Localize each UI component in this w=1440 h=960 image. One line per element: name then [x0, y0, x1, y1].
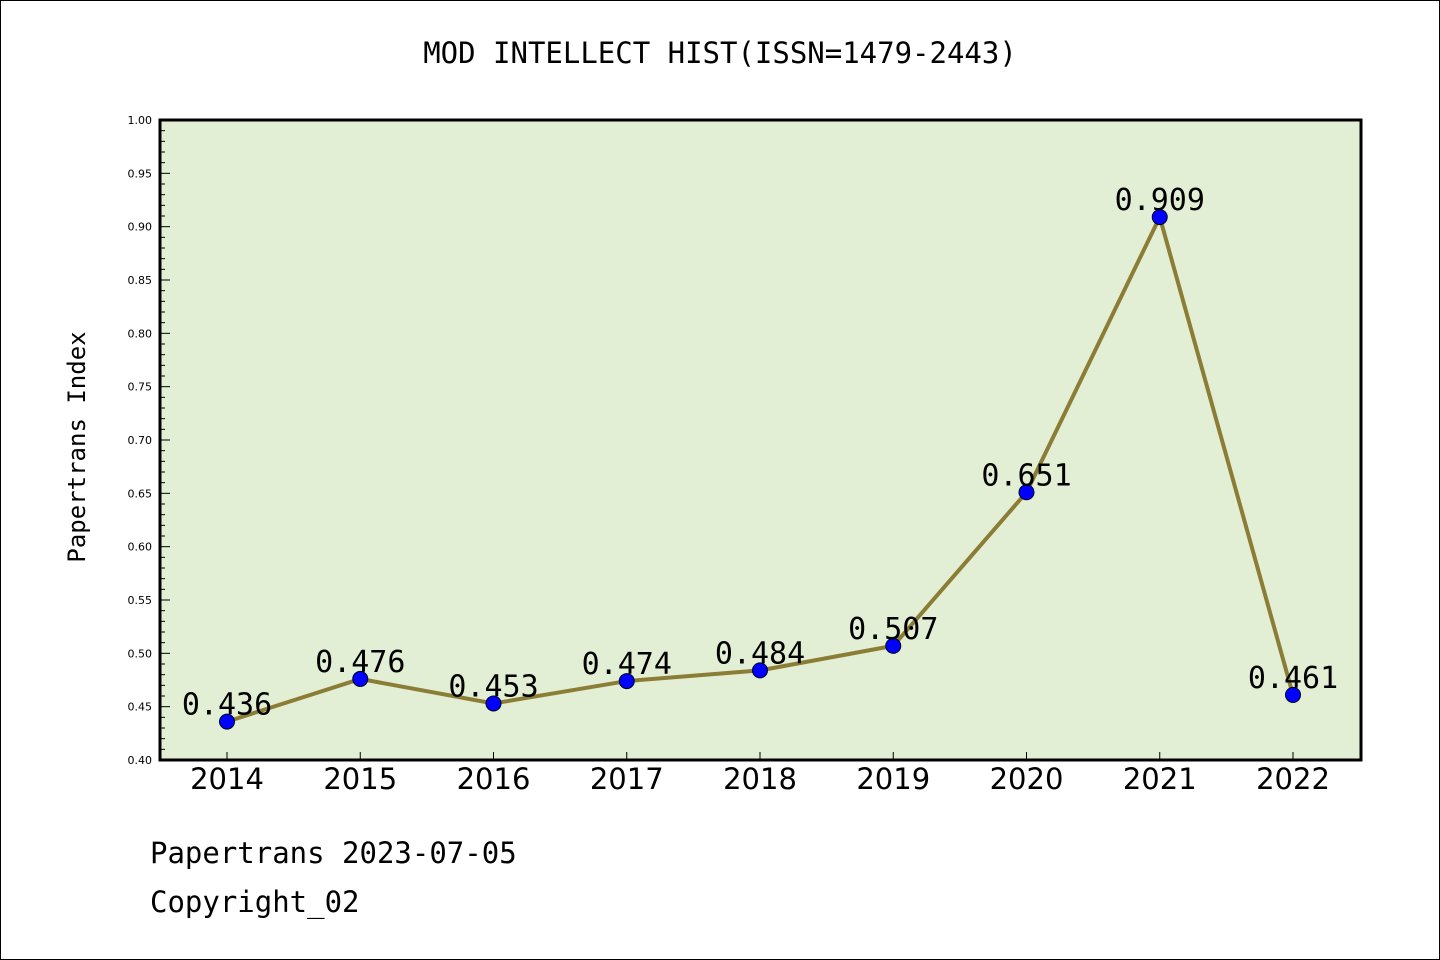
x-tick-label: 2021 — [1123, 762, 1197, 796]
x-tick-label: 2022 — [1256, 762, 1330, 796]
y-axis-label: Papertrans Index — [63, 331, 91, 562]
data-point — [618, 673, 635, 690]
x-tick-label: 2016 — [457, 762, 531, 796]
data-label: 0.436 — [182, 688, 272, 723]
data-label: 0.651 — [981, 458, 1071, 493]
footer-date: Papertrans 2023-07-05 — [150, 836, 517, 870]
x-tick-label: 2015 — [323, 762, 397, 796]
data-label: 0.484 — [715, 636, 805, 671]
footer-copyright: Copyright_02 — [150, 885, 360, 919]
y-tick-label: 0.80 — [128, 327, 153, 340]
data-point — [219, 713, 235, 730]
data-point — [485, 695, 502, 712]
x-axis: 2014 2015 2016 2017 2018 2019 2020 2021 2022 — [190, 752, 1330, 796]
plot-border — [158, 118, 1363, 762]
data-label: 0.476 — [315, 645, 405, 680]
data-label: 0.474 — [582, 647, 672, 682]
x-tick-label: 2018 — [723, 762, 797, 796]
series-group: 0.436 0.476 0.453 0.474 0.484 0.507 0.651 0.909… — [182, 183, 1338, 730]
y-tick-label: 0.85 — [128, 274, 153, 287]
y-axis: 0.40 0.45 0.50 0.55 0.60 0.65 0.70 0.75 0.80 0.85… — [128, 114, 170, 767]
y-tick-label: 1.00 — [128, 114, 153, 127]
x-tick-label: 2019 — [856, 762, 930, 796]
x-tick-label: 2014 — [190, 762, 264, 796]
data-point — [752, 662, 768, 679]
x-tick-label: 2017 — [590, 762, 664, 796]
y-tick-label: 0.90 — [128, 221, 153, 234]
y-tick-label: 0.65 — [128, 487, 153, 500]
y-tick-label: 0.55 — [128, 594, 153, 607]
data-label: 0.909 — [1115, 183, 1205, 218]
y-tick-label: 0.95 — [128, 167, 153, 180]
data-label: 0.507 — [848, 612, 938, 647]
y-tick-label: 0.70 — [128, 434, 153, 447]
data-point — [1018, 484, 1035, 501]
data-point — [352, 670, 369, 687]
data-point — [885, 637, 902, 654]
y-tick-label: 0.60 — [128, 541, 153, 554]
y-tick-label: 0.45 — [128, 701, 153, 714]
x-tick-label: 2020 — [990, 762, 1064, 796]
data-point — [1151, 209, 1168, 226]
y-tick-label: 0.40 — [128, 754, 153, 767]
data-point — [1285, 686, 1301, 703]
y-tick-label: 0.50 — [128, 647, 153, 660]
data-label: 0.461 — [1248, 661, 1338, 696]
data-label: 0.453 — [448, 669, 538, 704]
y-tick-label: 0.75 — [128, 381, 153, 394]
chart-title: MOD INTELLECT HIST(ISSN=1479-2443) — [423, 36, 1017, 70]
